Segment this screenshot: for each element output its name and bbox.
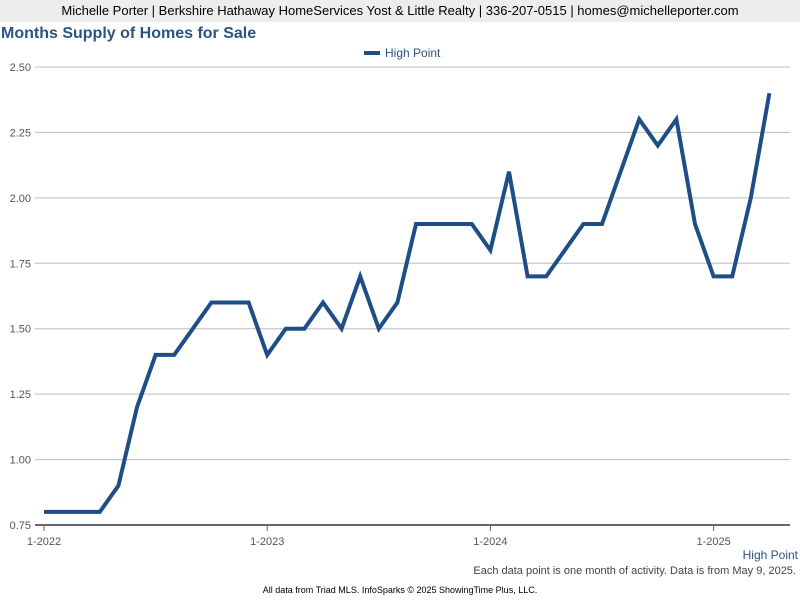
series-group bbox=[44, 92, 772, 514]
x-tick-label: 1-2024 bbox=[473, 536, 507, 548]
footer-credit: All data from Triad MLS. InfoSparks © 20… bbox=[262, 585, 538, 595]
y-tick-label: 2.25 bbox=[10, 127, 31, 139]
y-tick-label: 2.00 bbox=[10, 193, 31, 205]
agent-header: Michelle Porter | Berkshire Hathaway Hom… bbox=[0, 0, 800, 22]
grid-lines bbox=[35, 66, 790, 526]
y-tick-label: 1.75 bbox=[10, 258, 31, 270]
x-tick-label: 1-2022 bbox=[27, 536, 61, 548]
y-tick-label: 0.75 bbox=[10, 520, 31, 532]
x-axis-ticks: 1-2022 1-2023 1-2024 1-2025 bbox=[27, 525, 731, 548]
x-tick-label: 1-2023 bbox=[250, 536, 284, 548]
x-tick-label: 1-2025 bbox=[696, 536, 730, 548]
y-tick-label: 1.25 bbox=[10, 389, 31, 401]
y-tick-label: 1.00 bbox=[10, 455, 31, 467]
legend-swatch bbox=[364, 51, 380, 55]
legend-label: High Point bbox=[385, 46, 441, 60]
right-axis-label: High Point bbox=[742, 548, 798, 562]
y-tick-label: 2.50 bbox=[10, 62, 31, 74]
data-note: Each data point is one month of activity… bbox=[473, 565, 796, 577]
chart-title: Months Supply of Homes for Sale bbox=[1, 25, 257, 42]
series-line-high-point bbox=[44, 92, 772, 514]
y-axis-ticks: 0.75 1.00 1.25 1.50 1.75 2.00 2.25 2.50 bbox=[10, 62, 31, 532]
legend[interactable]: High Point bbox=[364, 46, 440, 60]
y-tick-label: 1.50 bbox=[10, 324, 31, 336]
